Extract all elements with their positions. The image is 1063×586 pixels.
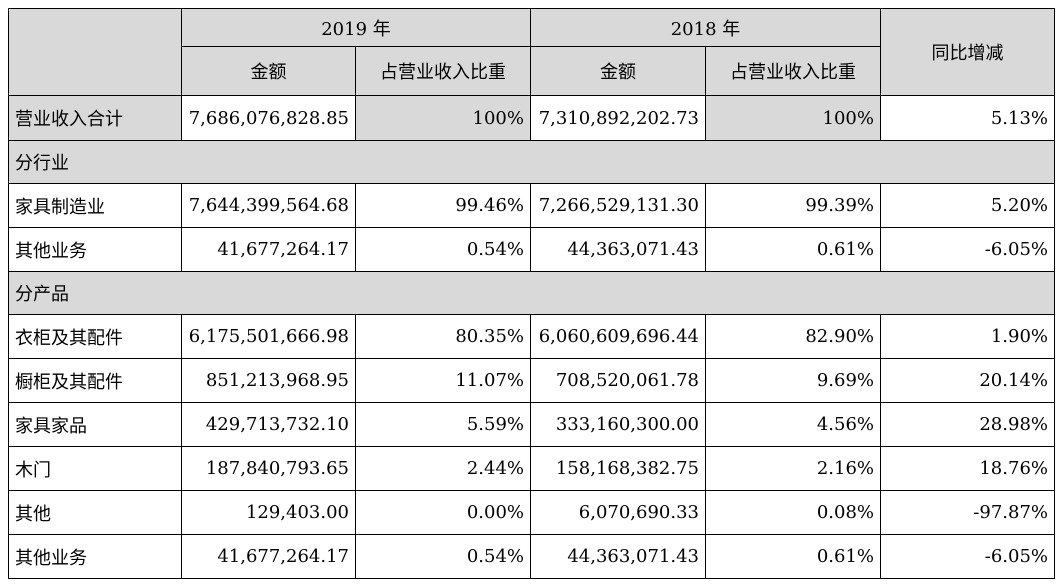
row-ratio-2018: 2.16% (705, 446, 881, 491)
section-title: 分产品 (8, 271, 1055, 315)
row-amount-2018: 6,060,609,696.44 (530, 314, 706, 359)
row-amount-2018: 7,266,529,131.30 (530, 183, 706, 228)
table-row: 其他 129,403.00 0.00% 6,070,690.33 0.08% -97.87… (8, 490, 1055, 535)
table-row: 木门 187,840,793.65 2.44% 158,168,382.75 2.16%… (8, 446, 1055, 491)
row-amount-2018: 44,363,071.43 (530, 534, 706, 579)
row-ratio-2018: 0.08% (705, 490, 881, 535)
total-row: 营业收入合计 7,686,076,828.85 100% 7,310,892,2… (8, 95, 1055, 141)
row-amount-2018: 44,363,071.43 (530, 227, 706, 272)
table-row: 家具家品 429,713,732.10 5.59% 333,160,300.00 4.5… (8, 402, 1055, 447)
row-yoy: 20.14% (880, 358, 1055, 403)
row-yoy: -6.05% (880, 534, 1055, 579)
revenue-table: 2019 年 2018 年 同比增减 金额 占营业收入比重 金额 占营业收入比重… (8, 8, 1055, 579)
total-yoy: 5.13% (880, 95, 1055, 141)
total-label: 营业收入合计 (8, 95, 182, 141)
header-row-years: 2019 年 2018 年 同比增减 (8, 8, 1055, 96)
row-yoy: 5.20% (880, 183, 1055, 228)
total-ratio-2018: 100% (705, 95, 881, 141)
row-yoy: -97.87% (880, 490, 1055, 535)
row-amount-2018: 333,160,300.00 (530, 402, 706, 447)
row-amount-2019: 187,840,793.65 (181, 446, 356, 491)
row-label: 家具制造业 (8, 183, 182, 228)
header-row-columns: 金额 占营业收入比重 金额 占营业收入比重 (9, 46, 1055, 96)
row-ratio-2019: 5.59% (355, 402, 531, 447)
row-label: 木门 (8, 446, 182, 491)
section-row: 分行业 (8, 140, 1055, 184)
header-amount-2019: 金额 (181, 46, 356, 96)
table-row: 家具制造业 7,644,399,564.68 99.46% 7,266,529,131… (8, 183, 1055, 228)
row-amount-2019: 429,713,732.10 (181, 402, 356, 447)
total-amount-2019: 7,686,076,828.85 (181, 95, 356, 141)
total-amount-2018: 7,310,892,202.73 (530, 95, 706, 141)
header-yoy: 同比增减 (880, 8, 1055, 96)
row-label: 橱柜及其配件 (8, 358, 182, 403)
row-yoy: 18.76% (880, 446, 1055, 491)
row-amount-2019: 129,403.00 (181, 490, 356, 535)
row-label: 其他业务 (8, 534, 182, 579)
header-corner-cell (8, 8, 182, 96)
row-amount-2019: 41,677,264.17 (181, 227, 356, 272)
header-year-2019: 2019 年 (181, 8, 531, 47)
row-ratio-2018: 0.61% (705, 534, 881, 579)
row-yoy: 28.98% (880, 402, 1055, 447)
table-row: 衣柜及其配件 6,175,501,666.98 80.35% 6,060,609,69… (8, 314, 1055, 359)
row-amount-2019: 41,677,264.17 (181, 534, 356, 579)
row-ratio-2018: 9.69% (705, 358, 881, 403)
header-amount-2018: 金额 (530, 46, 706, 96)
row-ratio-2019: 11.07% (355, 358, 531, 403)
row-ratio-2019: 80.35% (355, 314, 531, 359)
header-ratio-2018: 占营业收入比重 (705, 46, 881, 96)
revenue-table-container: 2019 年 2018 年 同比增减 金额 占营业收入比重 金额 占营业收入比重… (8, 8, 1055, 579)
row-label: 家具家品 (8, 402, 182, 447)
row-amount-2018: 158,168,382.75 (530, 446, 706, 491)
section-title: 分行业 (8, 140, 1055, 184)
header-ratio-2019: 占营业收入比重 (355, 46, 531, 96)
row-amount-2019: 6,175,501,666.98 (181, 314, 356, 359)
row-ratio-2019: 2.44% (355, 446, 531, 491)
table-row: 橱柜及其配件 851,213,968.95 11.07% 708,520,061.78… (8, 358, 1055, 403)
row-ratio-2018: 0.61% (705, 227, 881, 272)
total-ratio-2019: 100% (355, 95, 531, 141)
row-ratio-2018: 99.39% (705, 183, 881, 228)
row-amount-2018: 708,520,061.78 (530, 358, 706, 403)
row-ratio-2019: 0.00% (355, 490, 531, 535)
row-label: 其他业务 (8, 227, 182, 272)
row-label: 衣柜及其配件 (8, 314, 182, 359)
row-ratio-2019: 99.46% (355, 183, 531, 228)
row-amount-2018: 6,070,690.33 (530, 490, 706, 535)
row-amount-2019: 851,213,968.95 (181, 358, 356, 403)
row-yoy: 1.90% (880, 314, 1055, 359)
table-row: 其他业务 41,677,264.17 0.54% 44,363,071.43 0.61%… (8, 534, 1055, 579)
header-year-2018: 2018 年 (530, 8, 881, 47)
row-amount-2019: 7,644,399,564.68 (181, 183, 356, 228)
table-row: 其他业务 41,677,264.17 0.54% 44,363,071.43 0.61%… (8, 227, 1055, 272)
section-row: 分产品 (8, 271, 1055, 315)
row-ratio-2018: 82.90% (705, 314, 881, 359)
row-label: 其他 (8, 490, 182, 535)
row-ratio-2019: 0.54% (355, 534, 531, 579)
row-yoy: -6.05% (880, 227, 1055, 272)
row-ratio-2018: 4.56% (705, 402, 881, 447)
row-ratio-2019: 0.54% (355, 227, 531, 272)
